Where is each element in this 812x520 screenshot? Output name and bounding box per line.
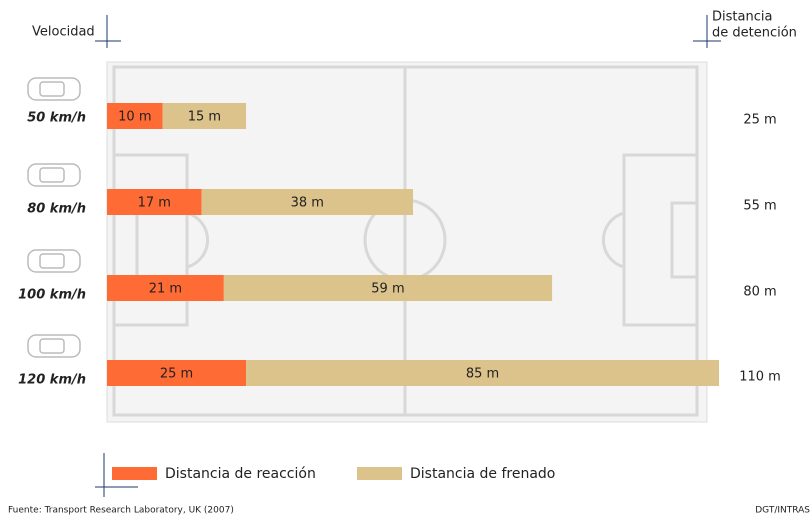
category-label: 80 km/h (27, 202, 86, 217)
car-window (40, 82, 64, 96)
category-label: 120 km/h (18, 373, 86, 388)
car-icon (28, 335, 80, 357)
value-label: 85 m (466, 367, 499, 382)
car-window (40, 254, 64, 268)
value-label: 15 m (188, 110, 221, 125)
total-label: 110 m (739, 370, 781, 385)
source: Fuente: Transport Research Laboratory, U… (8, 506, 234, 516)
car-icon (28, 250, 80, 272)
chart: Velocidad Distancia de detención Fuente:… (0, 0, 812, 516)
legend-label: Distancia de frenado (410, 466, 555, 482)
total-label: 80 m (743, 285, 776, 300)
car-icon (28, 78, 80, 100)
category-label: 50 km/h (27, 111, 86, 126)
car-window (40, 339, 64, 353)
car-icon (28, 164, 80, 186)
credit: DGT/INTRAS (755, 506, 810, 516)
totals-title: de detención (712, 26, 797, 41)
total-label: 55 m (743, 199, 776, 214)
value-label: 25 m (160, 367, 193, 382)
value-label: 10 m (118, 110, 151, 125)
legend-swatch (357, 467, 402, 480)
total-label: 25 m (743, 113, 776, 128)
legend-label: Distancia de reacción (165, 466, 316, 482)
legend-swatch (112, 467, 157, 480)
car-window (40, 168, 64, 182)
value-label: 59 m (371, 282, 404, 297)
category-title: Velocidad (32, 25, 95, 40)
totals-title: Distancia (712, 10, 772, 25)
category-label: 100 km/h (18, 288, 86, 303)
value-label: 17 m (138, 196, 171, 211)
value-label: 21 m (149, 282, 182, 297)
value-label: 38 m (291, 196, 324, 211)
